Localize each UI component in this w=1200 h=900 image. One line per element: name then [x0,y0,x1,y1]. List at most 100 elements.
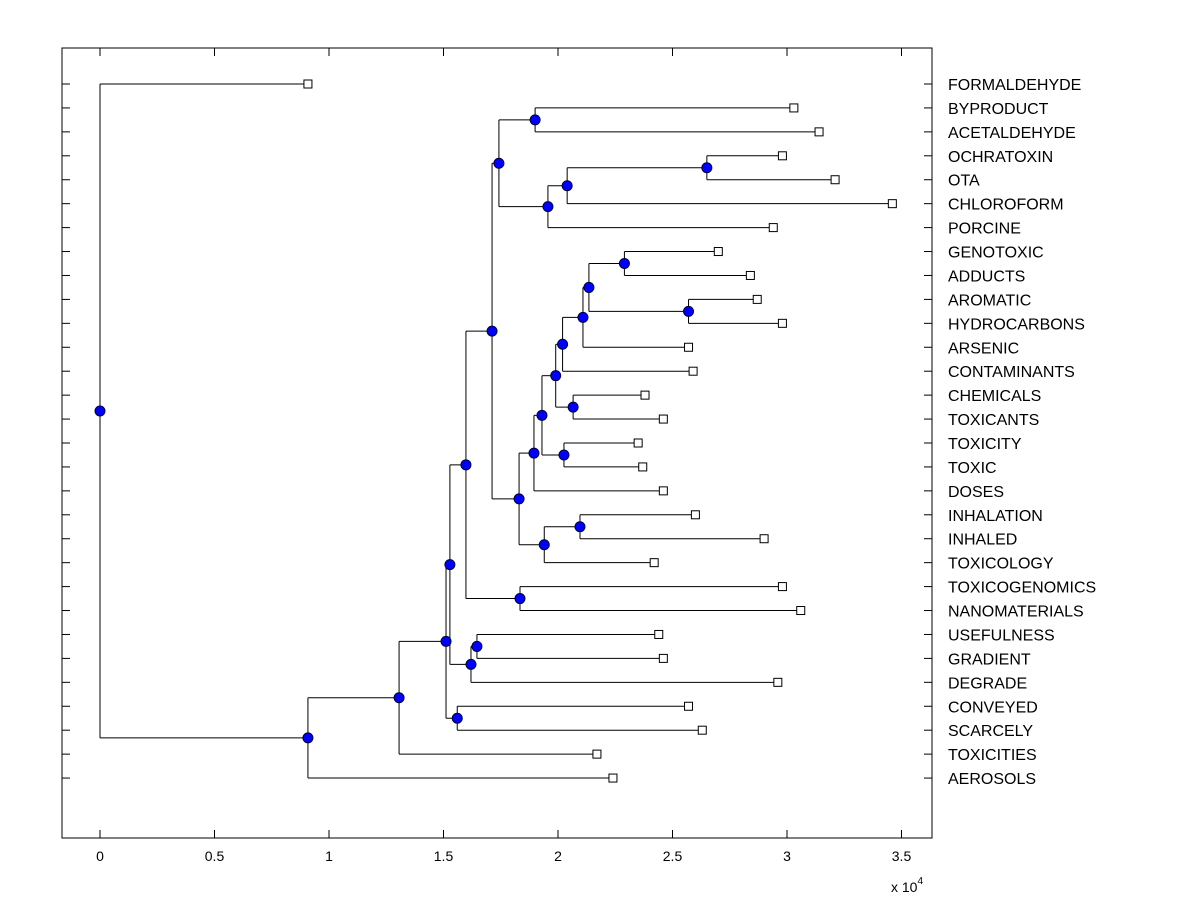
x-tick-label: 1 [325,848,333,864]
cluster-node [460,459,472,471]
leaf-label: ACETALDEHYDE [948,125,1076,142]
leaf-label: GRADIENT [948,651,1031,668]
leaf-marker [658,486,668,496]
leaf-marker [608,773,618,783]
leaf-marker [777,318,787,328]
leaf-label: GENOTOXIC [948,245,1044,262]
leaf-label: FORMALDEHYDE [948,77,1081,94]
leaf-label: INHALED [948,532,1017,549]
leaf-label: TOXIC [948,460,997,477]
leaf-marker [690,510,700,520]
leaf-marker [649,558,659,568]
leaf-marker [654,629,664,639]
leaf-marker [814,127,824,137]
x-multiplier: x 104 [891,876,923,895]
cluster-node [444,559,456,571]
leaf-marker [713,247,723,257]
leaf-marker [684,701,694,711]
cluster-node [536,409,548,421]
leaf-label: CONTAMINANTS [948,364,1075,381]
leaf-label: USEFULNESS [948,627,1055,644]
x-tick-label: 2.5 [663,848,683,864]
cluster-node [561,180,573,192]
x-tick-label: 3.5 [892,848,912,864]
x-tick-label: 2 [554,848,562,864]
cluster-node [550,370,562,382]
leaf-label: PORCINE [948,221,1021,238]
x-tick-labels: 0 0.5 1 1.5 2 2.5 3 3.5 [96,848,911,864]
leaf-label: OCHRATOXIN [948,149,1053,166]
leaf-label: CHLOROFORM [948,197,1064,214]
leaf-marker [887,199,897,209]
leaf-label: AEROSOLS [948,771,1036,788]
leaf-label: INHALATION [948,508,1043,525]
cluster-node [493,157,505,169]
cluster-node [538,539,550,551]
cluster-node [701,162,713,174]
leaf-label: TOXICITY [948,436,1022,453]
leaf-marker [633,438,643,448]
leaf-label: SCARCELY [948,723,1033,740]
cluster-node [513,493,525,505]
leaf-label: ADDUCTS [948,268,1025,285]
x-tick-label: 1.5 [434,848,454,864]
leaf-label: HYDROCARBONS [948,316,1085,333]
leaf-label: TOXICOGENOMICS [948,580,1096,597]
cluster-node [542,201,554,213]
cluster-node [514,593,526,605]
leaf-label: DOSES [948,484,1004,501]
cluster-node [528,447,540,459]
leaf-marker [759,534,769,544]
leaf-marker [658,653,668,663]
cluster-node [618,257,630,269]
leaf-marker [688,366,698,376]
leaf-marker [640,390,650,400]
leaf-label: DEGRADE [948,675,1027,692]
cluster-node [683,305,695,317]
cluster-node [302,732,314,744]
leaf-labels: FORMALDEHYDE BYPRODUCT ACETALDEHYDE OCHRATO… [948,77,1096,788]
leaf-marker [592,749,602,759]
cluster-node [440,635,452,647]
leaf-label: ARSENIC [948,340,1019,357]
cluster-node [558,449,570,461]
leaf-label: NANOMATERIALS [948,604,1084,621]
leaf-marker [745,270,755,280]
leaf-marker [796,606,806,616]
leaf-label: CONVEYED [948,699,1038,716]
leaf-label: TOXICANTS [948,412,1039,429]
cluster-node [471,640,483,652]
cluster-node [574,521,586,533]
leaf-marker [830,175,840,185]
leaf-marker [768,223,778,233]
leaf-marker [777,151,787,161]
x-tick-label: 0.5 [205,848,225,864]
cluster-node [529,114,541,126]
cluster-node [465,658,477,670]
cluster-node [486,325,498,337]
leaf-marker [658,414,668,424]
cluster-node [577,311,589,323]
leaf-marker [697,725,707,735]
cluster-node [393,692,405,704]
leaf-marker [752,294,762,304]
leaf-marker [789,103,799,113]
leaf-marker [303,79,313,89]
cluster-node [567,401,579,413]
x-tick-label: 3 [783,848,791,864]
leaf-label: BYPRODUCT [948,101,1049,118]
leaf-label: TOXICITIES [948,747,1037,764]
leaf-label: AROMATIC [948,292,1031,309]
x-tick-label: 0 [96,848,104,864]
leaf-marker [638,462,648,472]
leaf-marker [777,582,787,592]
cluster-node [451,712,463,724]
axis-ticks [62,48,932,838]
cluster-node [583,281,595,293]
cluster-node [94,405,106,417]
dendrogram-nodes [94,79,897,783]
leaf-marker [773,677,783,687]
leaf-marker [684,342,694,352]
leaf-label: TOXICOLOGY [948,556,1054,573]
